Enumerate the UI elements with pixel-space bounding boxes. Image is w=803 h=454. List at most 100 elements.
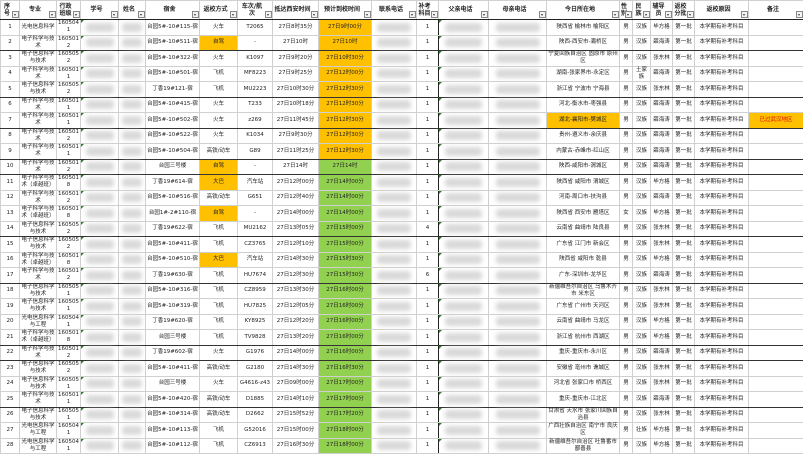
cell-class[interactable]: 1605041 xyxy=(57,423,81,439)
cell-gender[interactable]: 男 xyxy=(620,97,633,113)
cell-major[interactable]: 电子科学与技术（卓越班） xyxy=(20,330,57,346)
cell-expected-time[interactable]: 27日14时00分 xyxy=(319,190,372,206)
cell-ethnicity[interactable]: 土家族 xyxy=(633,66,651,82)
cell-counselor[interactable]: 薛海涛 xyxy=(651,66,673,82)
cell-location[interactable]: 湖北-襄阳市-樊城区 xyxy=(547,113,620,129)
cell-transport[interactable]: 飞机 xyxy=(200,314,238,330)
cell-counselor[interactable]: 薛海涛 xyxy=(651,190,673,206)
cell-note[interactable] xyxy=(749,144,803,160)
cell-gender[interactable]: 男 xyxy=(620,221,633,237)
header-batch[interactable]: 返校分批 xyxy=(673,1,695,20)
filter-dropdown-icon[interactable] xyxy=(539,11,546,18)
cell-phone[interactable] xyxy=(372,299,417,315)
cell-major[interactable]: 电子科学与技术 xyxy=(20,113,57,129)
cell-reason[interactable]: 本学期有补考科目 xyxy=(695,423,749,439)
cell-major[interactable]: 电子信息科学与技术 xyxy=(20,361,57,377)
cell-gender[interactable]: 男 xyxy=(620,113,633,129)
cell-arrival-time[interactable]: 27日09时00分 xyxy=(273,376,319,392)
cell-seq[interactable]: 6 xyxy=(1,97,20,113)
cell-name[interactable] xyxy=(119,376,146,392)
cell-phone[interactable] xyxy=(372,361,417,377)
cell-batch[interactable]: 第一批 xyxy=(673,159,695,175)
cell-father-phone[interactable] xyxy=(439,35,489,51)
cell-batch[interactable]: 第一批 xyxy=(673,20,695,36)
cell-mother-phone[interactable] xyxy=(489,407,547,423)
cell-student-id[interactable] xyxy=(81,175,119,191)
cell-dorm[interactable]: 台园5#-10#415-宿 xyxy=(146,97,200,113)
cell-major[interactable]: 电子信息科学与技术 xyxy=(20,376,57,392)
cell-counselor[interactable]: 张东林 xyxy=(651,221,673,237)
cell-class[interactable]: 1605051 xyxy=(57,407,81,423)
cell-name[interactable] xyxy=(119,237,146,253)
cell-student-id[interactable] xyxy=(81,268,119,284)
cell-father-phone[interactable] xyxy=(439,423,489,439)
cell-transport[interactable]: 火车 xyxy=(200,128,238,144)
cell-student-id[interactable] xyxy=(81,376,119,392)
cell-arrival-time[interactable]: 27日10时30分 xyxy=(273,82,319,98)
cell-seq[interactable]: 12 xyxy=(1,190,20,206)
filter-dropdown-icon[interactable] xyxy=(230,11,237,18)
cell-train-no[interactable]: HU7674 xyxy=(238,268,273,284)
cell-location[interactable]: 内蒙古-赤峰市-红山区 xyxy=(547,144,620,160)
cell-name[interactable] xyxy=(119,144,146,160)
cell-class[interactable]: 1605011 xyxy=(57,392,81,408)
cell-train-no[interactable]: - xyxy=(238,206,273,222)
cell-batch[interactable]: 第一批 xyxy=(673,407,695,423)
cell-reason[interactable]: 本学期有补考科目 xyxy=(695,175,749,191)
cell-transport[interactable]: 飞机 xyxy=(200,423,238,439)
cell-note[interactable] xyxy=(749,190,803,206)
cell-father-phone[interactable] xyxy=(439,144,489,160)
cell-expected-time[interactable]: 27日18时00分 xyxy=(319,423,372,439)
cell-transport[interactable]: 高铁/动车 xyxy=(200,361,238,377)
filter-dropdown-icon[interactable] xyxy=(73,11,80,18)
filter-dropdown-icon[interactable] xyxy=(111,11,118,18)
cell-transport[interactable]: 飞机 xyxy=(200,268,238,284)
cell-note[interactable] xyxy=(749,423,803,439)
cell-arrival-time[interactable]: 27日12时05分 xyxy=(273,299,319,315)
cell-father-phone[interactable] xyxy=(439,407,489,423)
cell-transport[interactable]: 飞机 xyxy=(200,66,238,82)
cell-train-no[interactable]: CZ6913 xyxy=(238,438,273,454)
cell-reason[interactable]: 本学期有补考科目 xyxy=(695,438,749,454)
cell-location[interactable]: 广西壮族自治区 南宁市 良庆区 xyxy=(547,423,620,439)
cell-name[interactable] xyxy=(119,330,146,346)
cell-makeup-count[interactable]: 1 xyxy=(417,51,439,67)
cell-transport[interactable]: 火车 xyxy=(200,113,238,129)
cell-expected-time[interactable]: 27日14时 xyxy=(319,159,372,175)
cell-train-no[interactable]: K1097 xyxy=(238,51,273,67)
cell-location[interactable]: 广东-深圳市-龙华区 xyxy=(547,268,620,284)
header-transport[interactable]: 返校方式 xyxy=(200,1,238,20)
cell-gender[interactable]: 男 xyxy=(620,175,633,191)
cell-arrival-time[interactable]: 27日14时00分 xyxy=(273,206,319,222)
cell-arrival-time[interactable]: 27日15时00分 xyxy=(273,423,319,439)
cell-batch[interactable]: 第一批 xyxy=(673,330,695,346)
cell-makeup-count[interactable]: 1 xyxy=(417,159,439,175)
cell-mother-phone[interactable] xyxy=(489,283,547,299)
cell-batch[interactable]: 第一批 xyxy=(673,438,695,454)
cell-dorm[interactable]: 丁香19#602-宿 xyxy=(146,345,200,361)
cell-expected-time[interactable]: 27日12时30分 xyxy=(319,144,372,160)
cell-makeup-count[interactable]: 1 xyxy=(417,299,439,315)
cell-location[interactable]: 陕西省 咸阳市 渭城区 xyxy=(547,175,620,191)
cell-ethnicity[interactable]: 汉族 xyxy=(633,438,651,454)
cell-gender[interactable]: 男 xyxy=(620,423,633,439)
cell-father-phone[interactable] xyxy=(439,82,489,98)
cell-class[interactable]: 1605011 xyxy=(57,113,81,129)
cell-seq[interactable]: 27 xyxy=(1,423,20,439)
cell-train-no[interactable]: MU2162 xyxy=(238,221,273,237)
cell-dorm[interactable]: 台园三号楼 xyxy=(146,376,200,392)
cell-expected-time[interactable]: 27日12时00分 xyxy=(319,66,372,82)
cell-reason[interactable]: 本学期有补考科目 xyxy=(695,314,749,330)
cell-batch[interactable]: 第一批 xyxy=(673,206,695,222)
cell-makeup-count[interactable]: 1 xyxy=(417,237,439,253)
filter-dropdown-icon[interactable] xyxy=(612,11,619,18)
cell-major[interactable]: 电子科学与技术（卓越班） xyxy=(20,206,57,222)
header-arrival-time[interactable]: 抵达西安时间 xyxy=(273,1,319,20)
cell-ethnicity[interactable]: 汉族 xyxy=(633,175,651,191)
cell-counselor[interactable]: 薛海涛 xyxy=(651,268,673,284)
cell-location[interactable]: 新疆维吾尔自治区 吐鲁番市 鄯善县 xyxy=(547,438,620,454)
cell-makeup-count[interactable]: 1 xyxy=(417,376,439,392)
cell-seq[interactable]: 10 xyxy=(1,159,20,175)
filter-dropdown-icon[interactable] xyxy=(192,11,199,18)
cell-name[interactable] xyxy=(119,20,146,36)
